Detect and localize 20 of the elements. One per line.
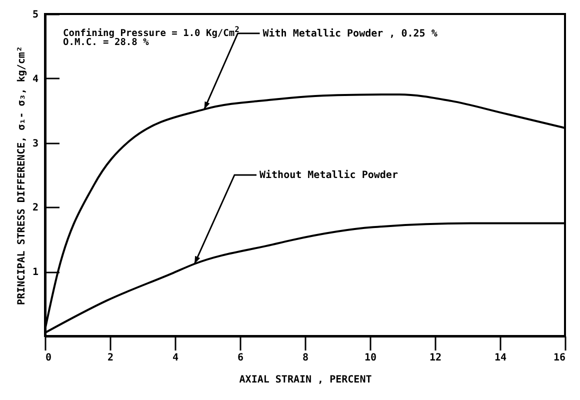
x-tick-label: 8 xyxy=(302,352,309,364)
x-tick-label: 14 xyxy=(494,352,507,364)
y-tick-label: 1 xyxy=(32,267,38,278)
y-tick-label: 5 xyxy=(32,10,38,20)
text: Without Metallic Powder xyxy=(260,169,398,181)
y-tick-label: 3 xyxy=(32,138,38,150)
x-tick-label: 2 xyxy=(107,352,114,364)
y-axis-title: PRINCIPAL STRESS DIFFERENCE, σ₁- σ₃, kg/cm² xyxy=(16,46,28,305)
y-tick-label: 2 xyxy=(32,202,38,214)
annotation: O.M.C. = 28.8 % xyxy=(63,37,149,49)
x-tick-label: 4 xyxy=(172,352,179,364)
x-tick-label: 16 xyxy=(553,352,566,364)
x-axis-title: AXIAL STRAIN , PERCENT xyxy=(239,374,372,386)
annotation: Confining Pressure = 1.0 Kg/Cm$^{2}$ xyxy=(63,24,240,40)
text: With Metallic Powder , 0.25 % xyxy=(262,27,438,40)
x-tick-label: 10 xyxy=(364,352,377,364)
y-tick-label: 4 xyxy=(32,74,38,85)
x-tick-label: 12 xyxy=(429,352,442,364)
x-tick-label: 0 xyxy=(46,352,52,364)
x-tick-label: 6 xyxy=(237,352,244,364)
